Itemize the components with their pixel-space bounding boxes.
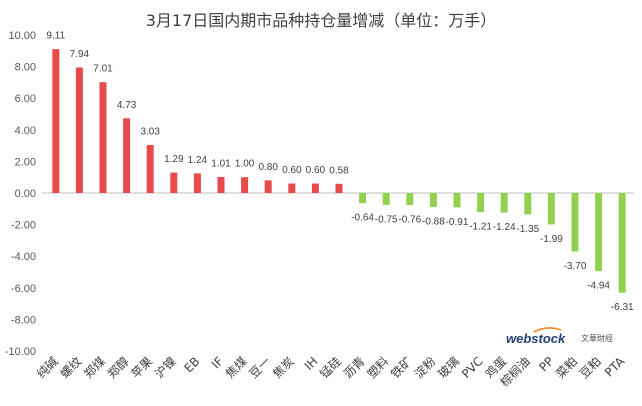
data-label-25: -6.31: [611, 302, 634, 313]
bar-17: [429, 193, 437, 207]
y-tick-label-9: -6.00: [11, 283, 36, 295]
chart-title: 3月17日国内期市品种持仓量增减（单位：万手）: [146, 11, 497, 30]
bar-24: [595, 193, 603, 272]
data-label-19: -1.21: [469, 222, 492, 233]
bar-18: [453, 193, 461, 208]
bar-25: [618, 193, 626, 293]
y-tick-label-1: 10.00: [8, 30, 36, 42]
bar-11: [288, 183, 296, 193]
bar-22: [547, 193, 555, 225]
y-axis: 10.00 8.00 6.00 4.00 2.00 0.00 -2.00 -4.00 -6.00…: [5, 30, 36, 358]
logo-brand-text: 文華財經: [581, 333, 613, 343]
data-label-22: -1.99: [540, 234, 563, 245]
logo-swoosh-icon: [533, 327, 562, 333]
y-tick-label-4: 4.00: [15, 125, 36, 137]
data-label-14: -0.64: [351, 213, 374, 224]
data-label-7: 1.24: [188, 155, 208, 166]
bar-7: [193, 173, 201, 193]
data-label-20: -1.24: [493, 222, 516, 233]
data-label-2: 7.94: [70, 49, 90, 60]
bar-14: [359, 193, 367, 204]
bar-10: [264, 180, 272, 193]
bars: [52, 49, 626, 293]
bar-3: [99, 82, 107, 193]
bar-1: [52, 49, 60, 193]
bar-21: [524, 193, 532, 215]
bar-15: [382, 193, 390, 205]
data-labels: 9.11 7.947.01 4.73 3.03 1.29 1.24 1.01 1.00 0.80…: [46, 31, 634, 314]
data-label-24: -4.94: [587, 281, 610, 292]
y-tick-label-5: 2.00: [15, 156, 36, 168]
data-label-13: 0.58: [329, 165, 349, 176]
y-tick-label-11: -10.00: [5, 346, 36, 358]
y-tick-label-6: 0.00: [15, 188, 36, 200]
data-label-10: 0.80: [258, 162, 278, 173]
data-label-23: -3.70: [564, 261, 587, 272]
data-label-1: 9.11: [46, 31, 65, 42]
data-label-4: 4.73: [117, 100, 137, 111]
bar-16: [406, 193, 414, 205]
bar-4: [123, 118, 131, 193]
y-tick-label-7: -2.00: [11, 220, 36, 232]
data-label-15: -0.75: [375, 214, 398, 225]
data-label-11: 0.60: [282, 165, 302, 176]
data-label-5: 3.03: [140, 127, 160, 138]
data-label-8: 1.01: [211, 159, 231, 170]
data-label-3: 7.01: [93, 64, 113, 75]
logo-text: webstock: [506, 331, 566, 346]
bar-9: [241, 177, 249, 193]
data-label-9: 1.00: [235, 159, 255, 170]
bar-19: [477, 193, 485, 213]
data-label-6: 1.29: [164, 154, 184, 165]
y-tick-label-2: 8.00: [15, 62, 36, 74]
y-tick-label-3: 6.00: [15, 93, 36, 105]
bar-2: [75, 67, 83, 193]
data-label-18: -0.91: [446, 217, 469, 228]
y-tick-label-10: -8.00: [11, 314, 36, 326]
data-label-12: 0.60: [306, 165, 326, 176]
bar-5: [146, 145, 154, 193]
bar-13: [335, 183, 343, 193]
bar-6: [170, 172, 178, 193]
data-label-21: -1.35: [516, 224, 539, 235]
bar-12: [311, 183, 319, 193]
data-label-16: -0.76: [398, 215, 421, 226]
bar-20: [500, 193, 508, 213]
data-label-17: -0.88: [422, 216, 445, 227]
bar-23: [571, 193, 579, 252]
watermark-logo: webstock 文華財經: [506, 327, 613, 346]
bar-8: [217, 177, 225, 193]
y-tick-label-8: -4.00: [11, 251, 36, 263]
